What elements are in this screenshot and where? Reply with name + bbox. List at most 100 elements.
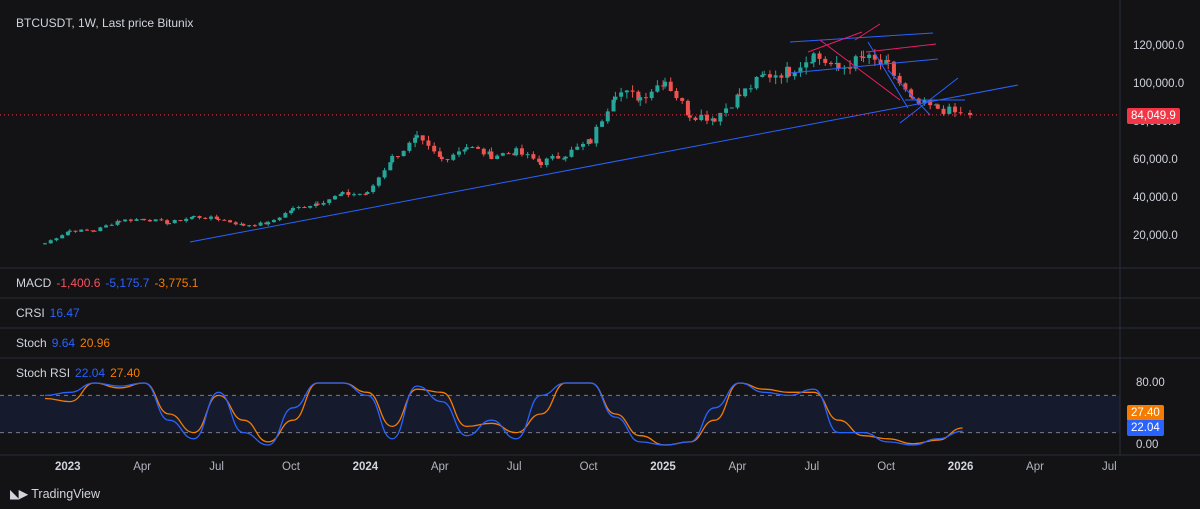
candle — [456, 147, 461, 158]
candle — [853, 54, 858, 72]
candle-body — [346, 192, 351, 195]
tradingview-logo-icon: ◣▶ — [10, 487, 28, 501]
candle — [495, 154, 500, 160]
candle — [327, 199, 332, 206]
candle-body — [643, 97, 648, 99]
candle-body — [872, 54, 877, 60]
candle — [779, 73, 784, 84]
candle-body — [729, 107, 734, 109]
candle — [787, 66, 791, 78]
stoch-rsi-legend[interactable]: Stoch RSI 22.04 27.40 — [16, 366, 145, 380]
candle-body — [760, 74, 765, 77]
candle-body — [222, 219, 227, 221]
candle-body — [332, 196, 337, 200]
candle — [109, 223, 114, 226]
candle-body — [489, 151, 494, 159]
candle — [420, 135, 425, 145]
candle-body — [495, 155, 500, 159]
price-tick-label: 120,000.0 — [1133, 40, 1185, 52]
stoch-rsi-name: Stoch RSI — [16, 366, 71, 380]
candle — [588, 137, 593, 144]
candle-body — [569, 149, 574, 157]
candle-body — [283, 213, 288, 218]
candle-body — [390, 156, 395, 163]
candle — [172, 219, 177, 224]
candle-body — [724, 108, 729, 113]
candle-body — [823, 58, 828, 63]
candle-body — [668, 81, 673, 92]
candle — [228, 219, 233, 223]
candle-body — [340, 192, 345, 195]
time-tick-label: Jul — [209, 461, 224, 473]
last-price-tag: 84,049.9 — [1127, 108, 1180, 124]
pink-tick-line — [854, 23, 881, 41]
candle — [401, 150, 406, 157]
candle — [340, 191, 345, 196]
crsi-legend[interactable]: CRSI 16.47 — [16, 306, 85, 320]
candle-body — [123, 219, 128, 222]
candle — [67, 229, 72, 233]
channel-upper-line — [789, 32, 934, 43]
candle-body — [699, 114, 704, 120]
candle — [754, 76, 759, 90]
candle — [798, 62, 803, 77]
candle — [909, 87, 914, 99]
candle — [390, 154, 395, 165]
macd-legend[interactable]: MACD -1,400.6 -5,175.7 -3,775.1 — [16, 276, 203, 290]
time-tick-label: Apr — [1026, 461, 1044, 473]
candle — [283, 211, 288, 218]
candle — [73, 230, 78, 233]
candle-body — [470, 147, 475, 149]
candle — [48, 239, 53, 244]
candle — [737, 88, 742, 97]
candle — [489, 147, 494, 160]
candle — [506, 151, 511, 155]
candle-body — [952, 106, 957, 113]
candle — [724, 103, 729, 117]
candle — [382, 167, 387, 180]
candle — [699, 109, 704, 122]
candle-body — [828, 62, 833, 65]
chart-title: BTCUSDT, 1W, Last price Bitunix — [16, 16, 194, 30]
candle-body — [456, 151, 461, 155]
candle — [514, 146, 519, 157]
candle-body — [462, 149, 467, 152]
candle-body — [588, 139, 593, 144]
candle-body — [655, 85, 660, 92]
candle-body — [437, 151, 442, 157]
candle-body — [922, 100, 927, 104]
stoch-legend[interactable]: Stoch 9.64 20.96 — [16, 336, 115, 350]
pane-separators — [0, 0, 1200, 456]
candle-body — [153, 219, 158, 222]
candle — [291, 206, 295, 212]
candle-body — [184, 218, 189, 222]
candle-body — [464, 147, 469, 150]
stoch-rsi-k-tag: 22.04 — [1127, 420, 1164, 436]
candle — [415, 131, 419, 139]
candle-body — [167, 223, 171, 225]
candle — [630, 85, 635, 98]
candle — [128, 218, 133, 223]
candle — [811, 52, 816, 68]
candle-body — [338, 194, 343, 197]
candle — [500, 152, 505, 157]
candle-body — [208, 216, 213, 219]
candle-body — [216, 218, 221, 220]
candle-body — [432, 145, 437, 152]
candle-body — [65, 231, 70, 236]
candle — [539, 160, 543, 169]
candle — [680, 97, 685, 105]
rsi-tick-0: 0.00 — [1136, 439, 1159, 451]
candle — [462, 148, 467, 155]
candle-body — [203, 217, 208, 219]
candle-body — [407, 142, 412, 151]
candle-body — [228, 220, 233, 223]
tradingview-brand[interactable]: ◣▶ TradingView — [10, 486, 100, 502]
candle-body — [712, 118, 717, 122]
candle-body — [357, 193, 362, 195]
candle — [258, 221, 263, 227]
candle-body — [420, 135, 425, 141]
candle — [357, 193, 362, 196]
candle-body — [514, 148, 519, 156]
